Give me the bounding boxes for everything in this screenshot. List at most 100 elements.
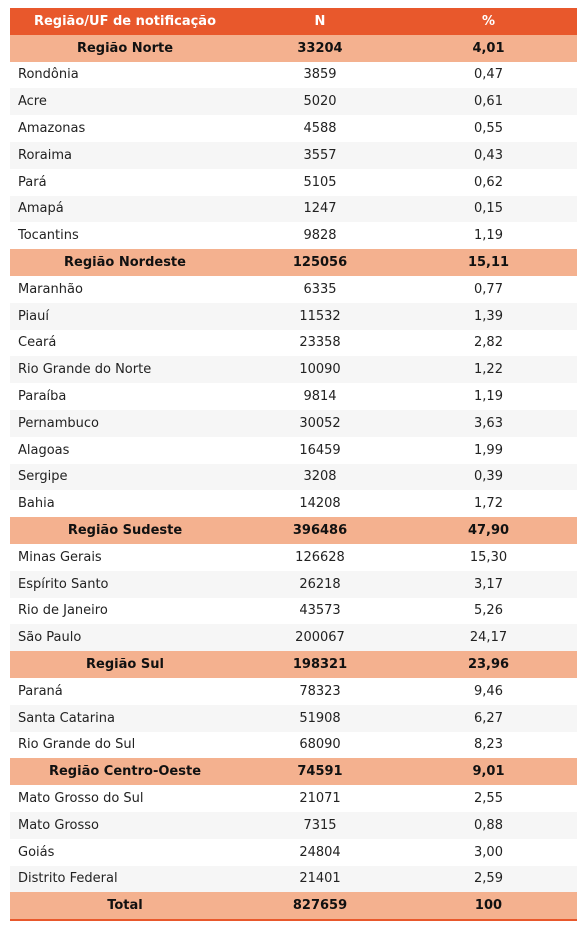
state-row: Maranhão 6335 0,77 (10, 275, 577, 303)
cell: 43573 (299, 603, 341, 619)
cell: 5105 (303, 174, 337, 190)
cell: Maranhão (18, 281, 83, 297)
cell: Paraíba (18, 389, 67, 405)
cell: Sergipe (18, 469, 68, 485)
cell: Região Sul (86, 657, 164, 673)
state-row: Rio Grande do Norte 10090 1,22 (10, 356, 577, 384)
cell: % (481, 13, 496, 29)
cell: Rio de Janeiro (18, 603, 108, 619)
region-row: Região Sul 198321 23,96 (10, 651, 577, 678)
state-row: Goiás 24804 3,00 (10, 838, 577, 866)
cell: 11532 (299, 308, 341, 324)
cell: Mato Grosso (18, 817, 99, 833)
cell: 8,23 (474, 737, 503, 753)
cell: 3208 (303, 469, 337, 485)
cell: 47,90 (467, 523, 510, 539)
region-row: Região Norte 33204 4,01 (10, 34, 577, 62)
cell: 6,27 (474, 710, 503, 726)
cell: Região Nordeste (64, 255, 186, 271)
state-row: São Paulo 200067 24,17 (10, 624, 577, 652)
cell: 1247 (303, 201, 337, 217)
cell: 21401 (299, 871, 341, 887)
state-row: Minas Gerais 126628 15,30 (10, 543, 577, 571)
cell: 1,72 (474, 496, 503, 512)
state-row: Rio Grande do Sul 68090 8,23 (10, 731, 577, 759)
state-row: Amapá 1247 0,15 (10, 195, 577, 223)
cell: 1,22 (474, 362, 503, 378)
cell: 2,59 (474, 871, 503, 887)
cell: 0,55 (474, 121, 503, 137)
state-row: Paraná 78323 9,46 (10, 677, 577, 705)
cell: 9814 (303, 389, 337, 405)
cell: 125056 (292, 255, 348, 271)
cell: 33204 (297, 40, 343, 56)
state-row: Bahia 14208 1,72 (10, 490, 577, 518)
cell: Minas Gerais (18, 549, 102, 565)
cell: São Paulo (18, 630, 82, 646)
state-row: Rio de Janeiro 43573 5,26 (10, 597, 577, 625)
cell: Região/UF de notificação (33, 13, 217, 29)
cell: 14208 (299, 496, 341, 512)
cell: 26218 (299, 576, 341, 592)
cell: Roraima (18, 147, 72, 163)
cell: 4,01 (472, 40, 505, 56)
cell: 23358 (299, 335, 341, 351)
cell: 78323 (299, 683, 341, 699)
cell: Santa Catarina (18, 710, 115, 726)
state-row: Distrito Federal 21401 2,59 (10, 865, 577, 893)
state-row: Sergipe 3208 0,39 (10, 463, 577, 491)
cell: 9,46 (474, 683, 503, 699)
cell: 3,00 (474, 844, 503, 860)
state-row: Pernambuco 30052 3,63 (10, 409, 577, 437)
total-row: Total 827659 100 (10, 892, 577, 922)
cell: 1,19 (474, 389, 503, 405)
cell: Pará (18, 174, 47, 190)
cell: 827659 (292, 898, 348, 914)
state-row: Acre 5020 0,61 (10, 88, 577, 116)
cell: 74591 (297, 764, 343, 780)
cell: 0,77 (474, 281, 503, 297)
cell: 1,39 (474, 308, 503, 324)
cell: 1,19 (474, 228, 503, 244)
region-row: Região Nordeste 125056 15,11 (10, 249, 577, 276)
state-row: Ceará 23358 2,82 (10, 329, 577, 357)
cell: 0,47 (474, 67, 503, 83)
state-row: Amazonas 4588 0,55 (10, 115, 577, 142)
cell: 1,99 (474, 442, 503, 458)
cell: 4588 (303, 121, 337, 137)
cell: 68090 (299, 737, 341, 753)
cell: 0,39 (474, 469, 503, 485)
state-row: Piauí 11532 1,39 (10, 302, 577, 330)
cell: 2,82 (474, 335, 503, 351)
cell: 0,62 (474, 174, 503, 190)
cell: 126628 (295, 549, 345, 565)
cell: Alagoas (18, 442, 70, 458)
state-row: Santa Catarina 51908 6,27 (10, 704, 577, 732)
cell: 3557 (303, 147, 337, 163)
cell: Amapá (18, 201, 64, 217)
cell: 2,55 (474, 791, 503, 806)
header-row: Região/UF de notificação N% (10, 8, 577, 35)
cell: Espírito Santo (18, 576, 109, 592)
cell: 15,11 (467, 255, 510, 271)
cell: 0,15 (474, 201, 503, 217)
cell: 396486 (292, 523, 348, 539)
cell: 7315 (303, 817, 337, 833)
cell: Rio Grande do Norte (18, 362, 152, 378)
cell: Pernambuco (18, 415, 99, 431)
cell: 0,43 (474, 147, 503, 163)
cell: Distrito Federal (18, 871, 118, 887)
cell: 198321 (292, 657, 348, 673)
cell: Rio Grande do Sul (18, 737, 136, 753)
cell: Região Centro-Oeste (48, 764, 202, 780)
cell: 16459 (299, 442, 341, 458)
cell: 3,63 (474, 415, 503, 431)
cell: 30052 (299, 415, 341, 431)
state-row: Mato Grosso do Sul 21071 2,55 (10, 785, 577, 812)
state-row: Paraíba 9814 1,19 (10, 383, 577, 410)
state-row: Espírito Santo 26218 3,17 (10, 570, 577, 598)
cell: Ceará (18, 335, 57, 351)
cell: 5,26 (474, 603, 503, 619)
cell: 3,17 (474, 576, 503, 592)
